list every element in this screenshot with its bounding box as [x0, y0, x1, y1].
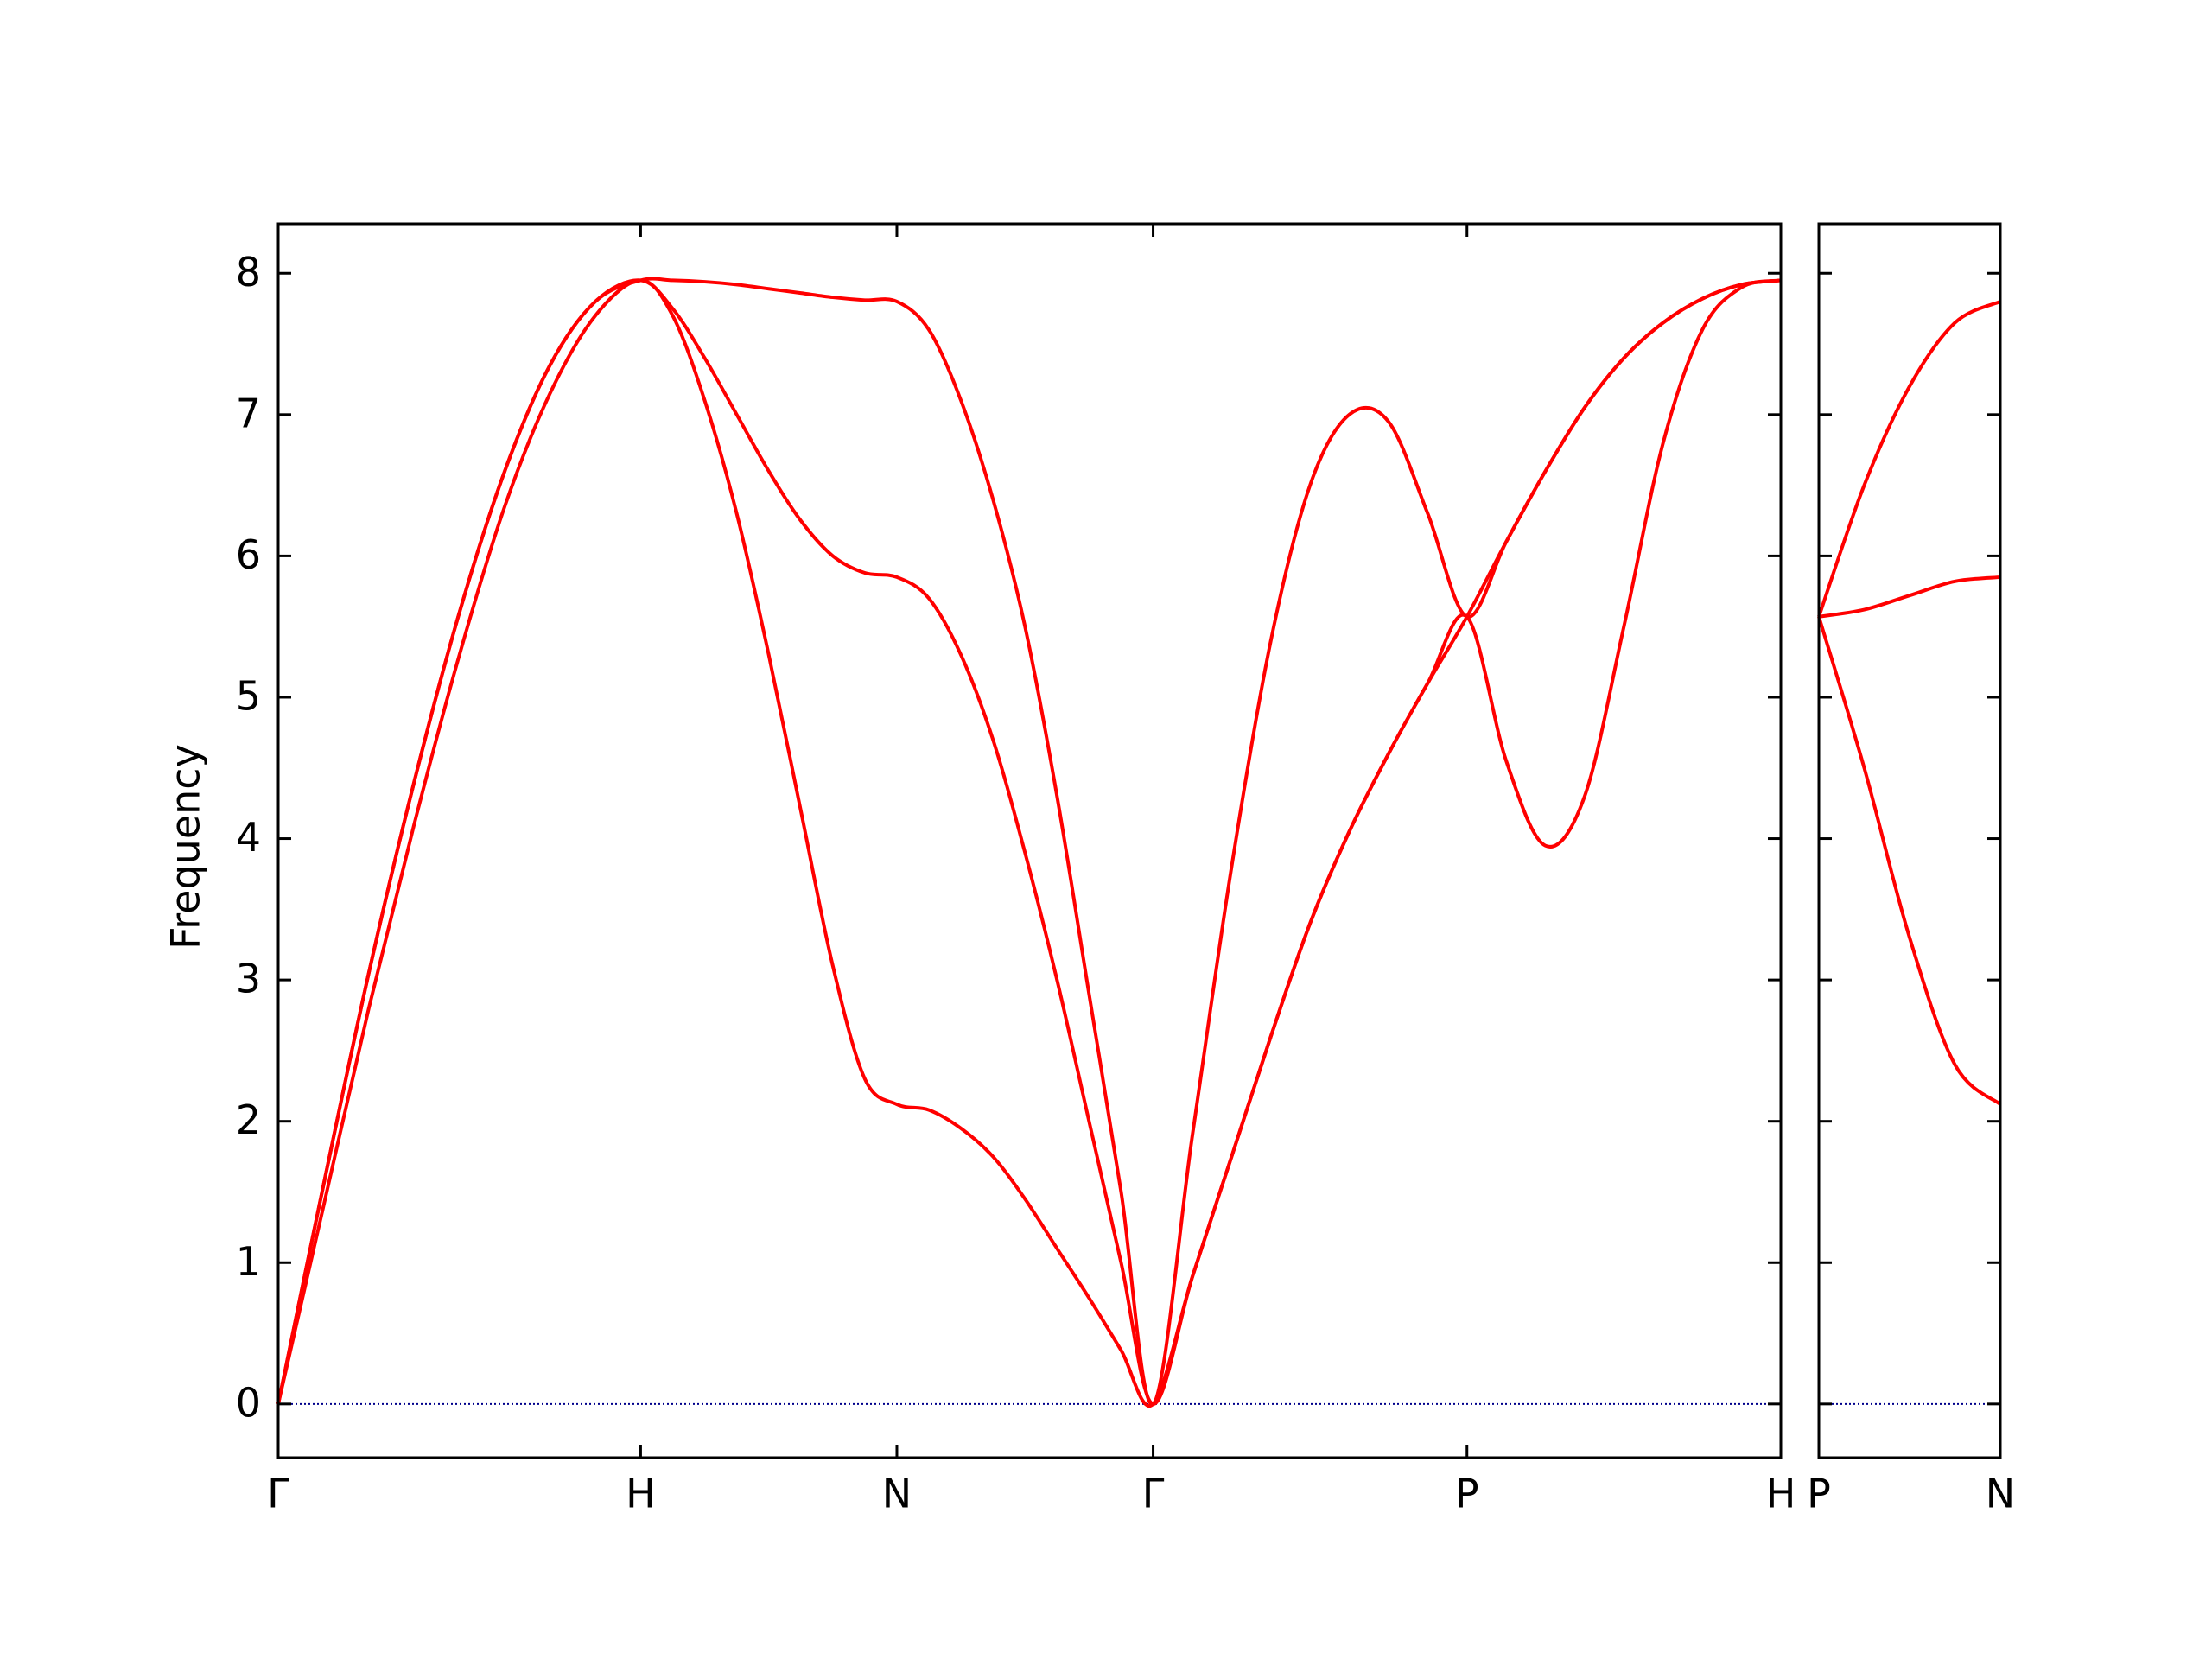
band-line	[1817, 300, 2001, 618]
y-tick-label: 4	[236, 814, 261, 861]
plot-frame	[1817, 222, 2002, 1459]
y-tick-label: 8	[236, 249, 261, 296]
y-tick-label: 6	[236, 531, 261, 578]
y-tick-label: 3	[236, 956, 261, 1002]
band-line	[276, 278, 1782, 1408]
y-tick-label: 7	[236, 390, 261, 436]
y-axis-label: Frequency	[162, 744, 209, 950]
x-tick-label: N	[1986, 1471, 2015, 1517]
x-tick-label: N	[882, 1471, 912, 1517]
x-tick-label: Γ	[267, 1471, 289, 1517]
y-tick-label: 2	[236, 1096, 261, 1143]
x-tick-label: P	[1807, 1471, 1831, 1517]
plot-frame	[276, 222, 1783, 1459]
band-line	[1818, 575, 2001, 619]
y-tick-label: 5	[236, 672, 261, 719]
x-tick-label: H	[1766, 1471, 1796, 1517]
x-tick-label: Γ	[1142, 1471, 1165, 1517]
x-tick-label: H	[626, 1471, 656, 1517]
y-tick-label: 1	[236, 1238, 261, 1285]
band-line	[276, 276, 1782, 1406]
y-tick-label: 0	[236, 1379, 261, 1426]
band-line	[1817, 616, 2002, 1106]
x-tick-label: P	[1455, 1471, 1479, 1517]
